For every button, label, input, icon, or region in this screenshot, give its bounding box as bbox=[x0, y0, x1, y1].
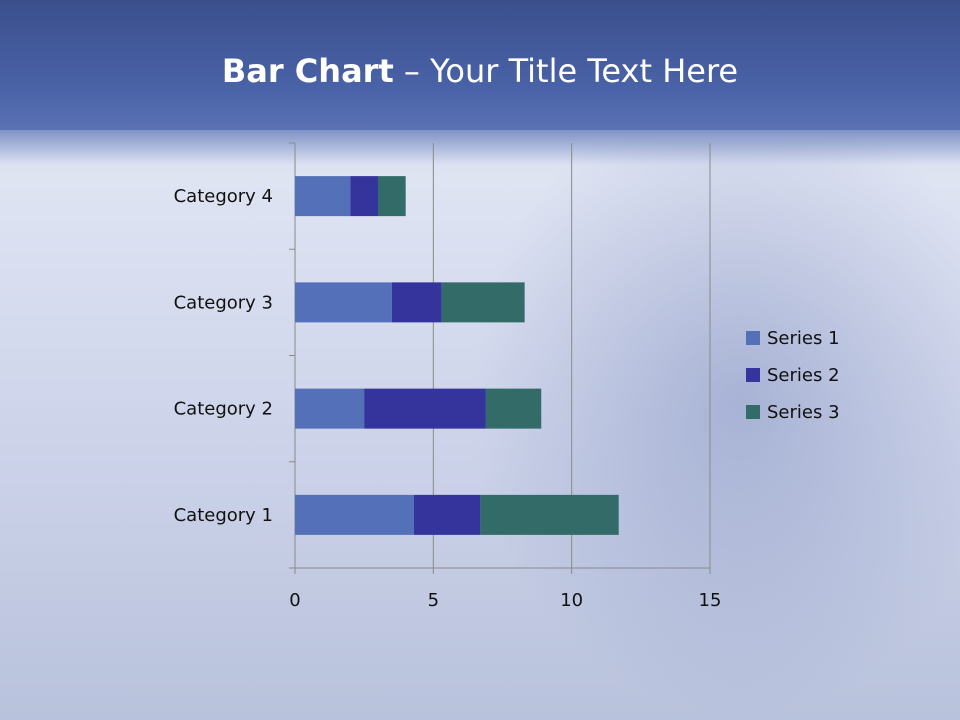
title-bold: Bar Chart bbox=[221, 52, 394, 90]
banner-fade bbox=[0, 125, 960, 165]
legend-swatch bbox=[746, 405, 760, 419]
legend-label: Series 2 bbox=[767, 365, 840, 386]
bar-series-1 bbox=[295, 494, 414, 535]
bar-series-2 bbox=[364, 388, 486, 429]
legend-swatch bbox=[746, 368, 760, 382]
category-label: Category 2 bbox=[174, 399, 273, 420]
bar-series-2 bbox=[391, 282, 442, 323]
title-rest: – Your Title Text Here bbox=[393, 52, 739, 90]
bar-series-1 bbox=[295, 282, 392, 323]
x-tick-label: 10 bbox=[560, 590, 583, 611]
bar-series-3 bbox=[480, 494, 619, 535]
category-label: Category 4 bbox=[174, 186, 273, 207]
legend-label: Series 1 bbox=[767, 328, 840, 349]
category-label: Category 3 bbox=[174, 292, 273, 313]
bar-series-3 bbox=[378, 176, 406, 217]
x-tick-label: 0 bbox=[289, 590, 300, 611]
x-tick-label: 15 bbox=[699, 590, 722, 611]
title-banner bbox=[0, 0, 960, 130]
bar-series-2 bbox=[350, 176, 378, 217]
bar-series-2 bbox=[413, 494, 481, 535]
background-ice-image bbox=[470, 140, 960, 720]
x-tick-label: 5 bbox=[428, 590, 439, 611]
bar-series-3 bbox=[441, 282, 525, 323]
bar-series-1 bbox=[295, 176, 351, 217]
slide-title: Bar Chart – Your Title Text Here bbox=[0, 52, 960, 90]
legend-swatch bbox=[746, 331, 760, 345]
bar-series-1 bbox=[295, 388, 365, 429]
legend-label: Series 3 bbox=[767, 402, 840, 423]
bar-series-3 bbox=[485, 388, 542, 429]
category-label: Category 1 bbox=[174, 505, 273, 526]
